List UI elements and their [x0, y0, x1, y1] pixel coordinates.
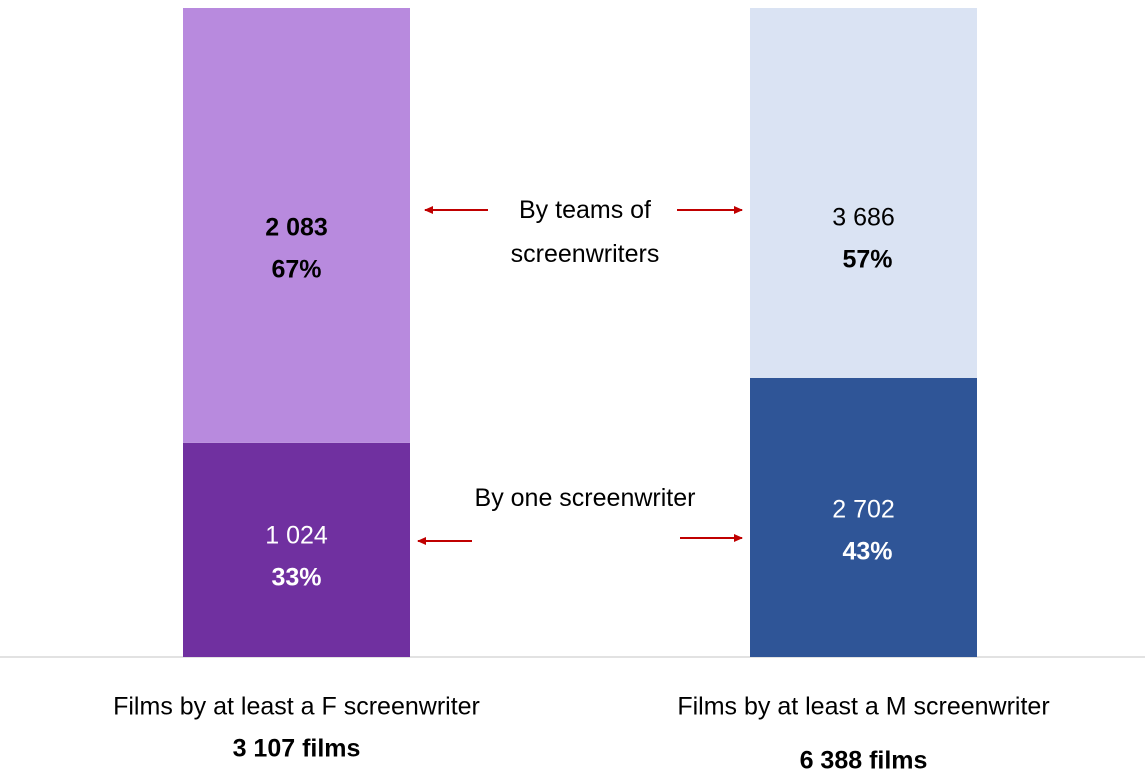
- count-label: 1 024: [265, 522, 328, 550]
- category-label: Films by at least a M screenwriter: [677, 693, 1049, 721]
- value-label: 57%: [842, 246, 892, 274]
- total-label: 6 388 films: [800, 747, 928, 774]
- value-label: 33%: [271, 564, 321, 592]
- series-annotation: By one screenwriter: [474, 484, 696, 512]
- bar-segment: [183, 8, 410, 443]
- bar-segment: [750, 8, 977, 378]
- bar-segment: [183, 442, 410, 657]
- value-label: 43%: [842, 538, 892, 566]
- series-annotation: By teams of screenwriters: [510, 196, 660, 268]
- count-label: 2 702: [832, 496, 895, 524]
- value-label: 67%: [271, 256, 321, 284]
- category-label: Films by at least a F screenwriter: [113, 693, 480, 721]
- count-label: 2 083: [265, 214, 328, 242]
- bar-segment: [750, 377, 977, 657]
- total-label: 3 107 films: [233, 735, 361, 763]
- count-label: 3 686: [832, 204, 895, 232]
